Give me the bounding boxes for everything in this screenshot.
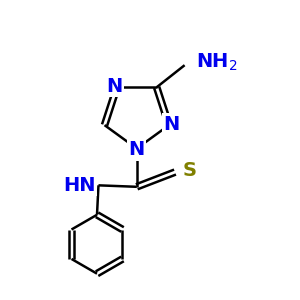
Text: N: N (129, 140, 145, 160)
Text: HN: HN (63, 176, 95, 195)
Text: NH$_2$: NH$_2$ (196, 52, 238, 73)
Text: N: N (106, 77, 123, 96)
Text: N: N (163, 115, 179, 134)
Text: S: S (182, 161, 197, 180)
